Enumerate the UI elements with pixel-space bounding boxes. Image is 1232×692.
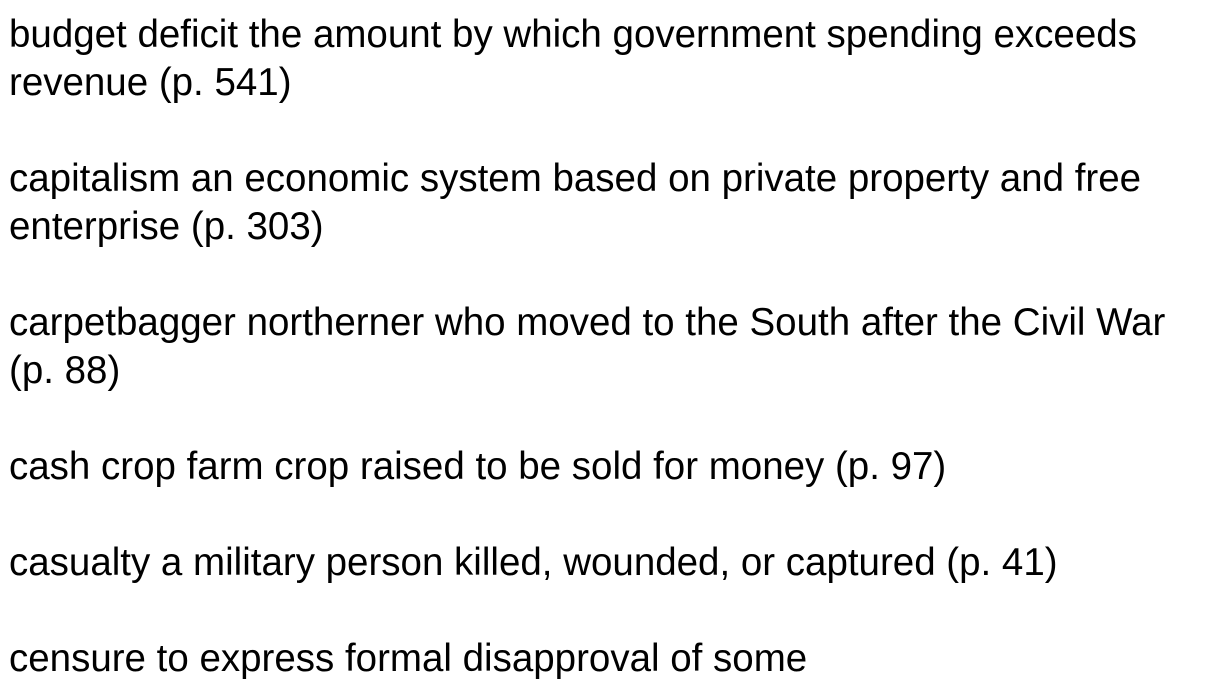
glossary-entry-budget-deficit: budget deficit the amount by which gover… (9, 11, 1229, 107)
glossary-entry-capitalism: capitalism an economic system based on p… (9, 155, 1229, 251)
entry-line: casualty a military person killed, wound… (9, 541, 1058, 584)
glossary-entry-casualty: casualty a military person killed, wound… (9, 539, 1229, 587)
entry-line: (p. 88) (9, 349, 121, 392)
entry-line: capitalism an economic system based on p… (9, 157, 1142, 200)
entry-line: censure to express formal disapproval of… (9, 637, 808, 680)
glossary-page: budget deficit the amount by which gover… (9, 11, 1229, 683)
entry-line: carpetbagger northerner who moved to the… (9, 301, 1166, 344)
entry-line: enterprise (p. 303) (9, 205, 324, 248)
entry-line: revenue (p. 541) (9, 61, 292, 104)
glossary-entry-carpetbagger: carpetbagger northerner who moved to the… (9, 299, 1229, 395)
glossary-entry-cash-crop: cash crop farm crop raised to be sold fo… (9, 443, 1229, 491)
entry-line: budget deficit the amount by which gover… (9, 13, 1137, 56)
entry-line: cash crop farm crop raised to be sold fo… (9, 445, 947, 488)
glossary-entry-censure: censure to express formal disapproval of… (9, 635, 1229, 683)
